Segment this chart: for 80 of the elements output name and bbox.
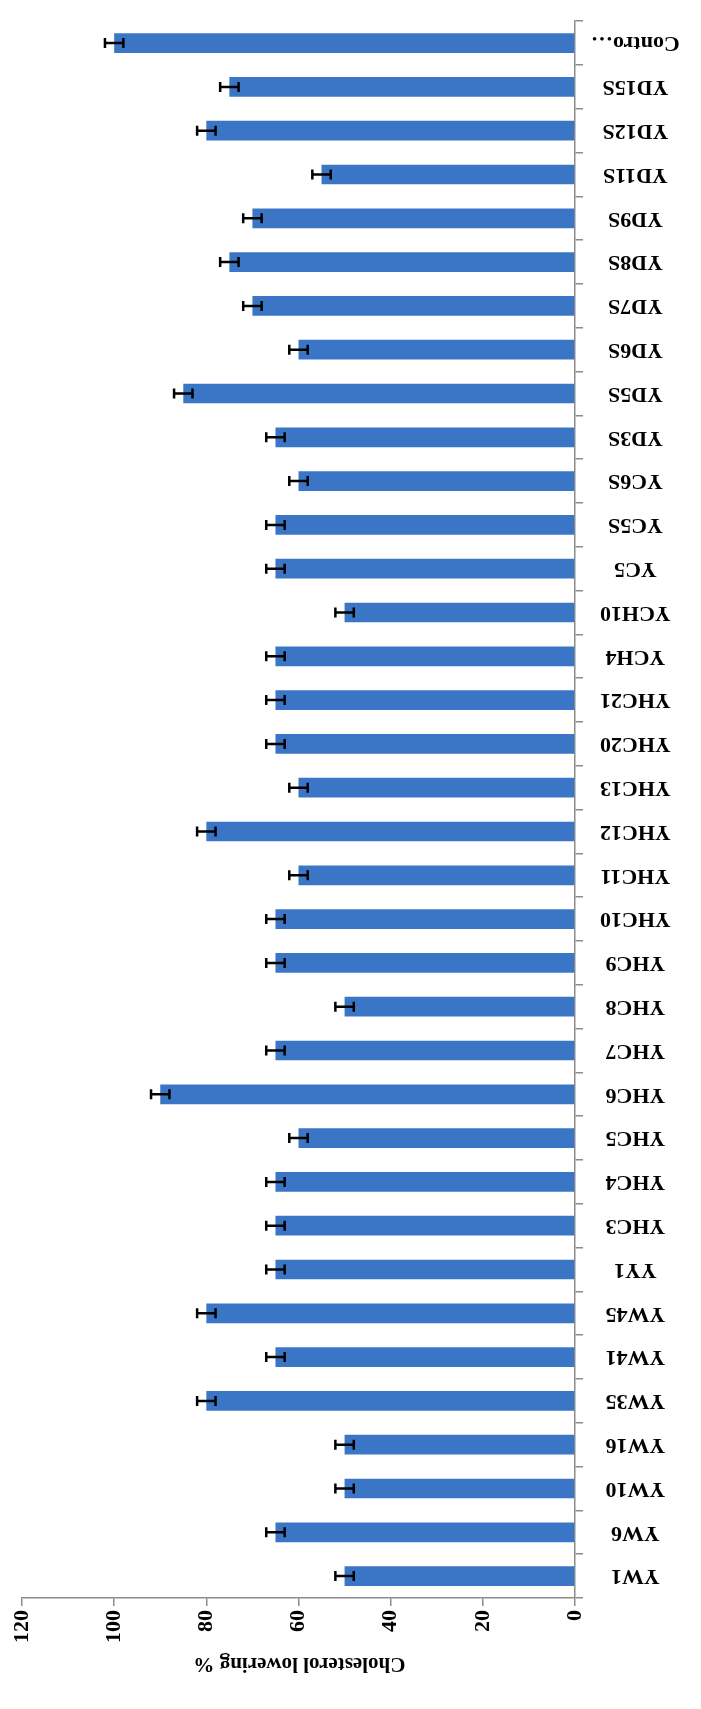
x-tick-label: 120 — [7, 1610, 33, 1643]
y-tick-label: YW16 — [605, 1434, 666, 1460]
bar — [275, 646, 575, 667]
bar — [275, 1040, 575, 1061]
bar — [298, 339, 575, 360]
bar — [252, 208, 575, 229]
bar — [183, 383, 575, 404]
y-tick-label: YCH10 — [599, 601, 671, 627]
bar — [275, 515, 575, 535]
bar — [275, 734, 575, 754]
y-tick-label: YHC11 — [600, 864, 671, 890]
bar — [298, 777, 575, 798]
y-tick-label: YD5S — [607, 382, 663, 408]
bar — [275, 1522, 575, 1543]
bar — [206, 1391, 575, 1411]
bar — [344, 1566, 575, 1586]
bar — [275, 1172, 575, 1192]
bar — [252, 296, 575, 316]
y-tick-label: YW10 — [605, 1477, 666, 1503]
x-tick-label: 100 — [99, 1610, 125, 1643]
bar — [298, 471, 575, 491]
y-tick-label: YD7S — [607, 295, 663, 321]
y-tick-label: YD12S — [602, 120, 669, 146]
bar — [275, 953, 575, 973]
y-tick-label: YD11S — [603, 163, 668, 189]
y-tick-label: YHC12 — [599, 820, 671, 846]
bar — [344, 1434, 575, 1455]
y-tick-label: YD8S — [607, 251, 663, 277]
x-axis-title: Cholesterol lowering % — [192, 1652, 407, 1677]
y-tick-label: YW35 — [605, 1390, 666, 1416]
y-tick-label: YHC13 — [599, 777, 671, 803]
y-tick-label: YHC7 — [605, 1039, 666, 1065]
y-tick-label: Contro… — [590, 32, 680, 58]
bar — [275, 427, 575, 448]
bar — [275, 690, 575, 710]
x-tick-label: 80 — [192, 1610, 218, 1632]
y-tick-label: YC5S — [607, 514, 663, 540]
y-tick-label: YHC20 — [599, 733, 671, 759]
y-tick-label: YHC10 — [599, 908, 671, 934]
bar — [114, 33, 575, 53]
y-tick-label: YHC4 — [605, 1171, 666, 1197]
x-tick-label: 20 — [468, 1610, 494, 1632]
y-tick-label: YD9S — [607, 207, 663, 233]
y-tick-label: YW1 — [610, 1565, 660, 1591]
bar — [298, 865, 575, 886]
y-tick-label: YHC21 — [599, 689, 671, 715]
bar — [275, 558, 575, 579]
bar — [344, 996, 575, 1017]
bar — [206, 821, 575, 842]
bar — [298, 1128, 575, 1148]
y-tick-label: YY1 — [614, 1258, 657, 1284]
bar — [275, 1215, 575, 1236]
bar — [229, 77, 575, 97]
y-tick-label: YCH4 — [605, 645, 666, 671]
bar — [275, 1347, 575, 1367]
bar — [206, 120, 575, 141]
y-tick-label: YHC9 — [605, 952, 666, 978]
x-tick-label: 40 — [376, 1610, 402, 1632]
y-tick-label: YHC3 — [605, 1215, 666, 1241]
bar — [344, 602, 575, 623]
y-tick-label: YHC5 — [605, 1127, 666, 1153]
bar — [229, 252, 575, 272]
bar — [275, 1259, 575, 1280]
y-tick-label: YW45 — [605, 1302, 666, 1328]
bar — [206, 1303, 575, 1324]
y-tick-label: YD3S — [607, 426, 663, 452]
y-tick-label: YW6 — [610, 1521, 660, 1547]
y-tick-label: YHC8 — [605, 996, 666, 1022]
bar — [275, 909, 575, 929]
y-tick-label: YC5 — [614, 558, 657, 584]
x-tick-label: 0 — [560, 1610, 586, 1621]
y-tick-label: YW41 — [605, 1346, 666, 1372]
bar — [321, 164, 575, 185]
x-tick-label: 60 — [284, 1610, 310, 1632]
y-tick-label: YC6S — [607, 470, 663, 496]
y-tick-label: YHC6 — [605, 1083, 666, 1109]
bar — [160, 1084, 575, 1105]
y-tick-label: YD15S — [602, 76, 669, 102]
y-tick-label: YD6S — [607, 339, 663, 365]
bar — [344, 1478, 575, 1499]
